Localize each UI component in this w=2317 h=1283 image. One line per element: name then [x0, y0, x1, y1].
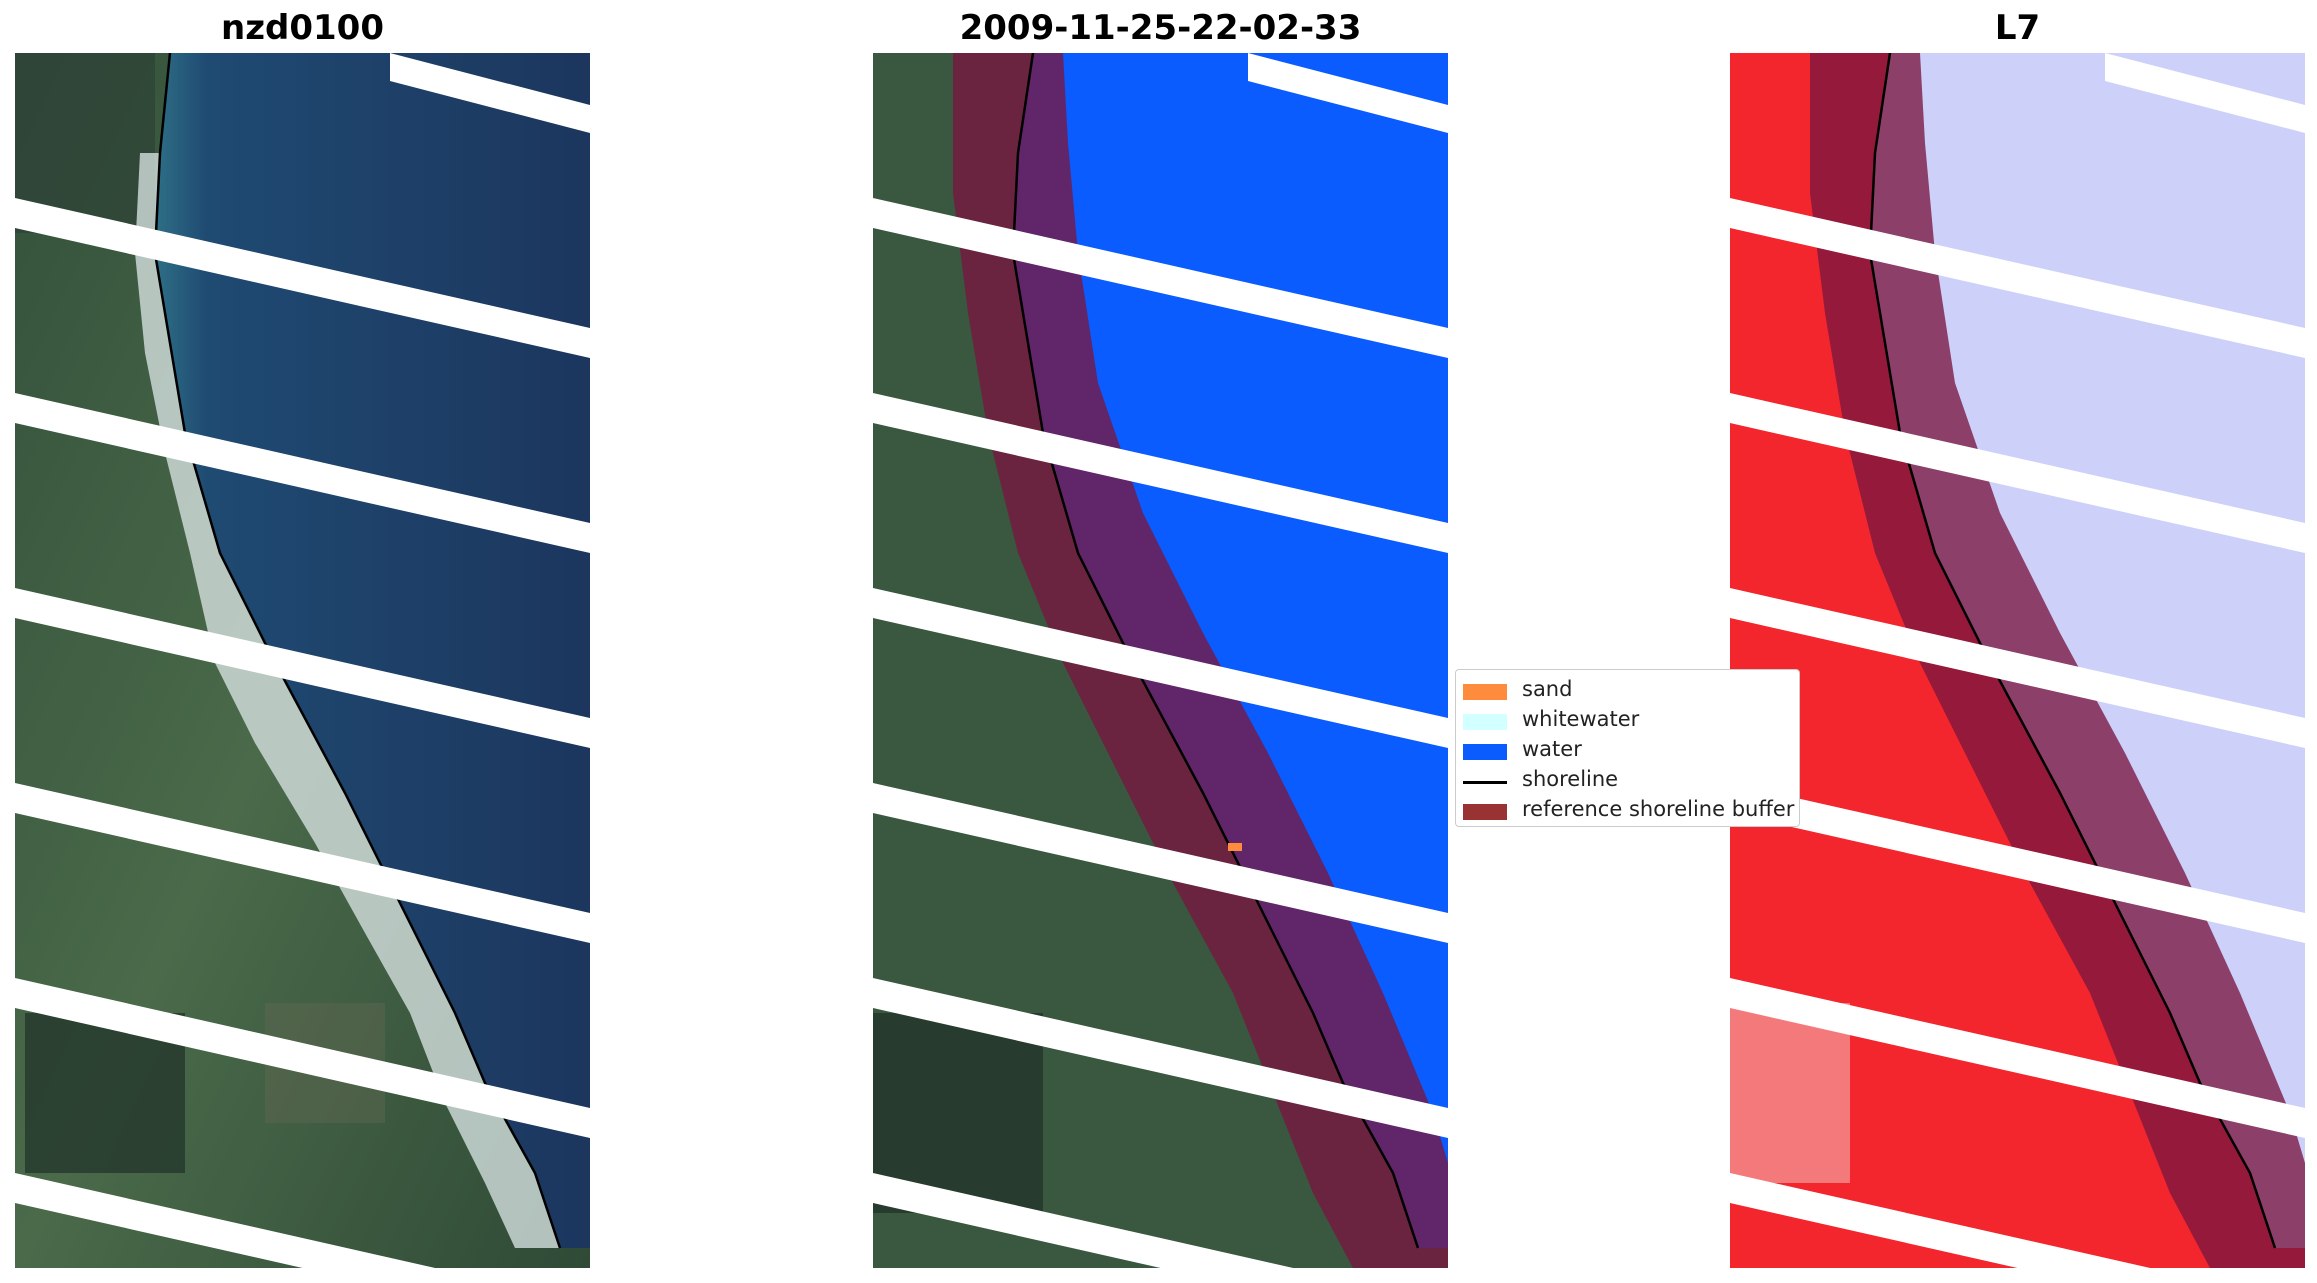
legend-label-sand: sand — [1522, 677, 1573, 701]
water-swatch — [1463, 744, 1507, 760]
legend-item-shoreline: shoreline — [1456, 766, 1786, 796]
legend: sand whitewater water shoreline referenc… — [1455, 669, 1800, 827]
rgb-image-panel — [15, 53, 590, 1268]
legend-item-water: water — [1456, 736, 1786, 766]
legend-item-reference-buffer: reference shoreline buffer — [1456, 796, 1794, 826]
panel-title-rgb: nzd0100 — [221, 8, 384, 48]
panel-title-index: L7 — [1994, 8, 2041, 48]
classification-panel — [873, 53, 1448, 1268]
panel-title-classification: 2009-11-25-22-02-33 — [959, 8, 1362, 48]
buffer-swatch — [1463, 804, 1507, 820]
legend-label-whitewater: whitewater — [1522, 707, 1640, 731]
index-image — [1730, 53, 2305, 1268]
scan-line-gaps — [15, 53, 590, 1268]
reference-buffer — [953, 53, 1448, 1268]
legend-label-reference-buffer: reference shoreline buffer — [1522, 797, 1795, 821]
legend-item-whitewater: whitewater — [1456, 706, 1786, 736]
index-panel — [1730, 53, 2305, 1268]
whitewater-swatch — [1463, 714, 1507, 730]
sand-swatch — [1463, 684, 1507, 700]
shoreline-swatch — [1463, 781, 1507, 784]
classification-image — [873, 53, 1448, 1268]
legend-item-sand: sand — [1456, 676, 1786, 706]
legend-label-shoreline: shoreline — [1522, 767, 1619, 791]
legend-label-water: water — [1522, 737, 1582, 761]
rgb-image — [15, 53, 590, 1268]
